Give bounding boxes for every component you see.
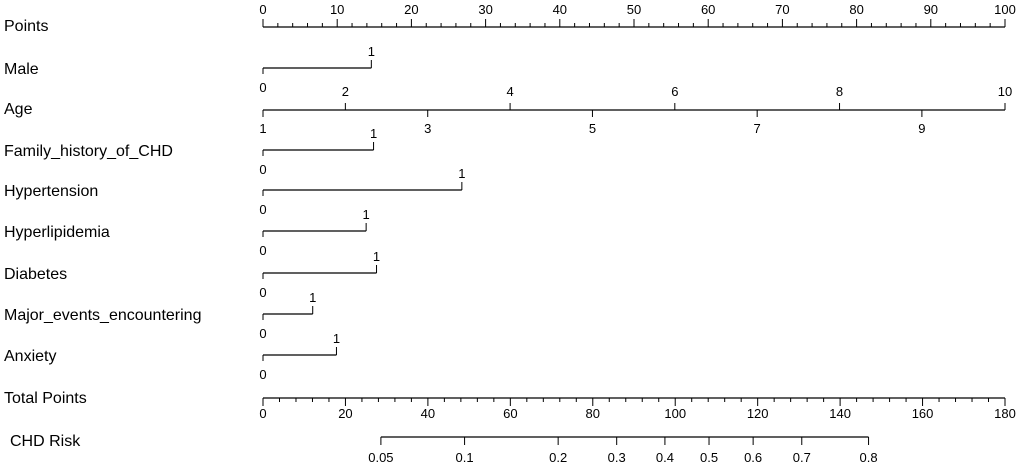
risk-tick-label: 0.6 [744, 450, 762, 465]
label-low-major-events-encountering: 0 [259, 326, 266, 341]
total-tick-label: 120 [747, 406, 769, 421]
risk-tick-label: 0.7 [793, 450, 811, 465]
total-tick-label: 60 [503, 406, 517, 421]
age-bottom-label: 1 [259, 121, 266, 136]
points-tick-label: 40 [553, 2, 567, 17]
points-tick-label: 10 [330, 2, 344, 17]
row-label-diabetes: Diabetes [4, 266, 67, 283]
total-tick-label: 40 [421, 406, 435, 421]
age-top-label: 10 [998, 84, 1012, 99]
label-low-diabetes: 0 [259, 285, 266, 300]
total-tick-label: 140 [829, 406, 851, 421]
total-tick-label: 80 [586, 406, 600, 421]
label-low-family-history-of-chd: 0 [259, 162, 266, 177]
row-label-major-events-encountering: Major_events_encountering [4, 307, 201, 324]
row-label-total-points: Total Points [4, 390, 87, 407]
total-tick-label: 180 [994, 406, 1016, 421]
points-tick-label: 0 [259, 2, 266, 17]
label-high-hypertension: 1 [458, 166, 465, 181]
age-top-label: 2 [342, 84, 349, 99]
age-bottom-label: 9 [918, 121, 925, 136]
label-high-anxiety: 1 [333, 331, 340, 346]
risk-tick-label: 0.8 [860, 450, 878, 465]
row-label-points: Points [4, 18, 48, 35]
points-tick-label: 100 [994, 2, 1016, 17]
age-bottom-label: 7 [754, 121, 761, 136]
risk-tick-label: 0.4 [656, 450, 674, 465]
label-low-male: 0 [259, 80, 266, 95]
points-tick-label: 70 [775, 2, 789, 17]
row-label-hyperlipidemia: Hyperlipidemia [4, 224, 110, 241]
points-tick-label: 30 [478, 2, 492, 17]
risk-tick-label: 0.1 [456, 450, 474, 465]
age-bottom-label: 5 [589, 121, 596, 136]
risk-tick-label: 0.5 [700, 450, 718, 465]
label-low-hyperlipidemia: 0 [259, 243, 266, 258]
label-high-diabetes: 1 [373, 249, 380, 264]
label-low-hypertension: 0 [259, 202, 266, 217]
points-tick-label: 50 [627, 2, 641, 17]
row-label-family-history-of-chd: Family_history_of_CHD [4, 143, 173, 160]
age-top-label: 8 [836, 84, 843, 99]
row-label-male: Male [4, 61, 39, 78]
row-label-chd-risk: CHD Risk [10, 433, 81, 450]
age-bottom-label: 3 [424, 121, 431, 136]
total-tick-label: 160 [912, 406, 934, 421]
age-top-label: 4 [506, 84, 513, 99]
points-tick-label: 90 [924, 2, 938, 17]
label-high-hyperlipidemia: 1 [363, 207, 370, 222]
label-high-male: 1 [368, 44, 375, 59]
label-high-major-events-encountering: 1 [309, 290, 316, 305]
age-top-label: 6 [671, 84, 678, 99]
row-label-hypertension: Hypertension [4, 183, 98, 200]
points-tick-label: 80 [849, 2, 863, 17]
label-high-family-history-of-chd: 1 [370, 126, 377, 141]
label-low-anxiety: 0 [259, 367, 266, 382]
points-tick-label: 20 [404, 2, 418, 17]
total-tick-label: 100 [664, 406, 686, 421]
points-tick-label: 60 [701, 2, 715, 17]
risk-tick-label: 0.05 [368, 450, 393, 465]
total-tick-label: 0 [259, 406, 266, 421]
row-label-anxiety: Anxiety [4, 348, 56, 365]
row-label-age: Age [4, 101, 33, 118]
risk-tick-label: 0.2 [549, 450, 567, 465]
total-tick-label: 20 [338, 406, 352, 421]
risk-tick-label: 0.3 [608, 450, 626, 465]
